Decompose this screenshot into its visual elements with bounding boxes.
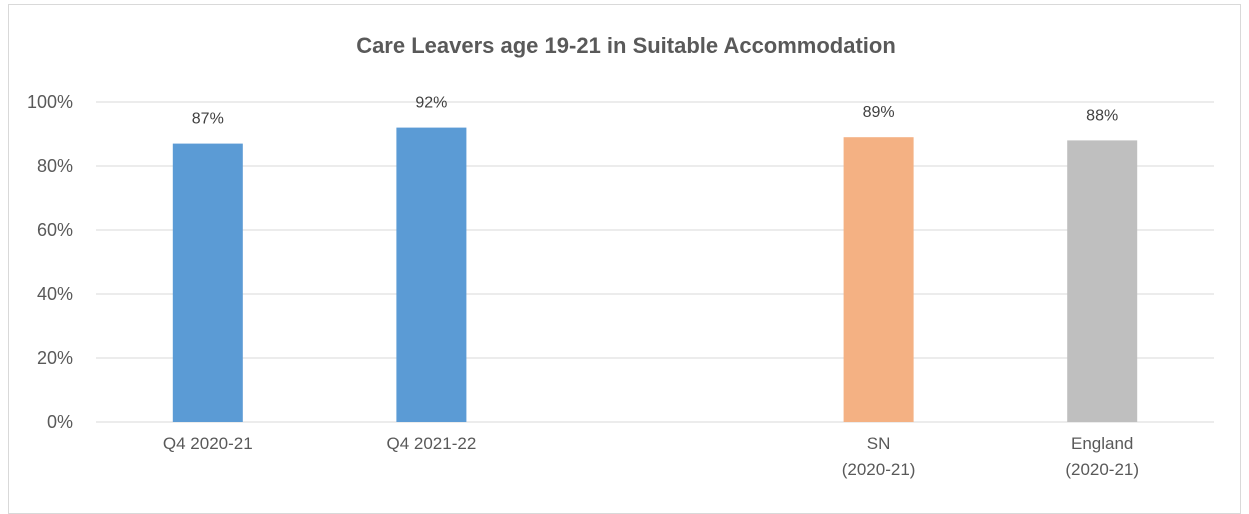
y-tick-label: 60% (37, 220, 73, 240)
bar-chart: Care Leavers age 19-21 in Suitable Accom… (27, 33, 1214, 479)
x-tick-label: England (1071, 434, 1133, 453)
bar (843, 137, 914, 422)
y-tick-label: 80% (37, 156, 73, 176)
data-label: 87% (192, 111, 224, 128)
y-tick-label: 40% (37, 284, 73, 304)
x-tick-label: SN (867, 434, 891, 453)
data-label: 89% (863, 104, 895, 121)
gridlines (96, 101, 1214, 423)
y-tick-label: 100% (27, 92, 73, 112)
y-tick-label: 20% (37, 348, 73, 368)
x-tick-label: Q4 2020-21 (163, 434, 253, 453)
x-tick-label: (2020-21) (842, 460, 916, 479)
data-label: 92% (415, 95, 447, 112)
data-label: 88% (1086, 107, 1118, 124)
bar (396, 127, 467, 422)
data-labels: 87% 92% 89% 88% (192, 95, 1118, 128)
y-axis: 0% 20% 40% 60% 80% 100% (27, 92, 73, 432)
bar (1067, 140, 1138, 422)
chart-frame: Care Leavers age 19-21 in Suitable Accom… (8, 4, 1241, 514)
y-tick-label: 0% (47, 412, 73, 432)
x-tick-label: (2020-21) (1065, 460, 1139, 479)
x-axis: Q4 2020-21 Q4 2021-22 SN (2020-21) England (2… (163, 434, 1139, 479)
bars (172, 127, 1138, 422)
x-tick-label: Q4 2021-22 (387, 434, 477, 453)
bar (172, 143, 243, 422)
chart-title: Care Leavers age 19-21 in Suitable Accom… (356, 33, 896, 58)
